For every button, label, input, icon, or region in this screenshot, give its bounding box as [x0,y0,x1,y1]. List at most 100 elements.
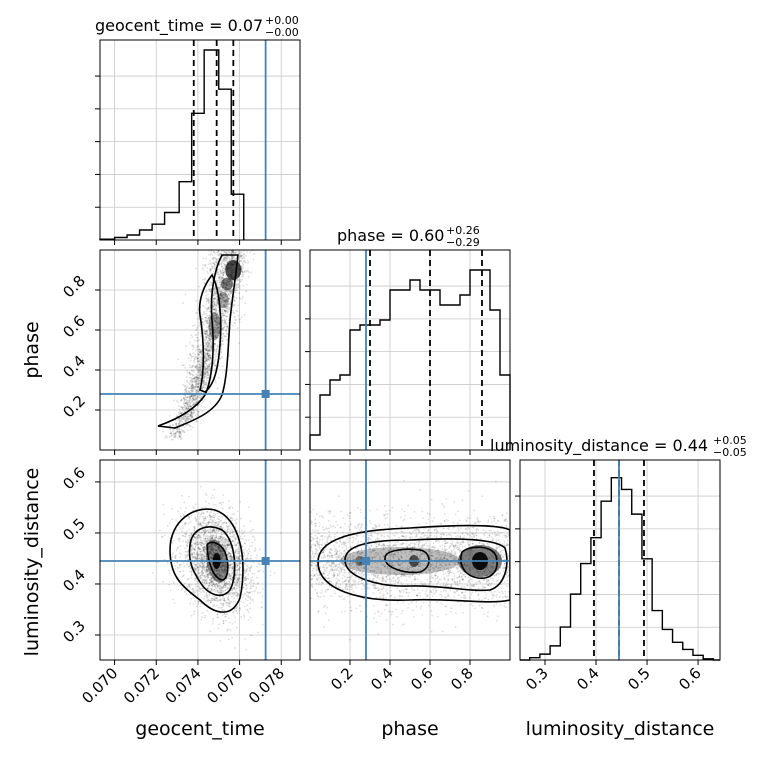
hist-phase-bin-3 [340,375,350,450]
hist-luminosity_distance-bin-9 [611,478,621,660]
scatter-geocent-phase-density-0 [225,260,242,280]
title-phase: phase = 0.60 +0.26 −0.29 [337,224,480,249]
title-lumdist-minus: −0.05 [713,446,747,459]
title-geocent_time-minus: −0.00 [265,26,299,39]
ylabel-phase: phase [21,321,43,378]
hist-luminosity_distance-bin-2 [540,654,550,660]
scatter-phase-lumdist-contour-0 [317,524,510,603]
hist-geocent_time-bin-2 [127,235,140,240]
hist-luminosity_distance-bin-5 [571,594,581,660]
title-lumdist-plus: +0.05 [713,434,747,447]
hist-geocent_time-bin-9 [219,89,232,240]
phase-yticklabel-0: 0.2 [59,392,89,422]
hist-luminosity_distance-bin-10 [622,489,632,660]
hist-phase-bin-14 [450,305,460,450]
title-luminosity_distance: luminosity_distance = 0.44 +0.05 −0.05 [490,434,747,459]
title-phase-plus: +0.26 [446,224,480,237]
phase-yticklabel-2: 0.6 [59,312,89,342]
hist-luminosity_distance-bin-3 [550,646,560,660]
scatter-geocent-phase-truth-marker [261,390,270,398]
hist-phase-bin-15 [460,295,470,450]
luminosity_distance-xticklabel-1: 0.4 [573,664,603,694]
hist-luminosity_distance-bin-6 [581,564,591,660]
scatter-geocent-phase-plot [100,250,300,450]
hist-luminosity_distance-bin-7 [591,538,601,660]
hist-phase-bin-12 [430,290,440,450]
luminosity_distance-yticklabel-3: 0.6 [59,464,89,494]
title-geocent_time-plus: +0.00 [265,14,299,27]
scatter-geocent-lumdist-contour-0 [169,508,244,613]
hist-phase-bin-2 [330,380,340,450]
hist-phase-bin-11 [420,290,430,450]
scatter-geocent-phase-frame [99,249,301,451]
scatter-geocent-lumdist-truth-marker [261,557,270,566]
hist-luminosity_distance-frame [519,459,721,661]
hist-geocent_time-bin-6 [179,182,192,240]
geocent_time-xticklabel-2: 0.074 [162,664,205,707]
scatter-geocent-phase-density-2 [208,312,221,340]
scatter-phase-lumdist-frame [309,459,511,661]
hist-luminosity_distance-bin-14 [662,629,672,660]
scatter-phase-lumdist-plot [310,460,510,660]
luminosity_distance-xticklabel-2: 0.5 [624,664,654,694]
hist-geocent_time-bin-5 [165,213,180,241]
hist-phase-bin-6 [370,325,380,450]
hist-phase-frame [309,249,511,451]
geocent_time-xticklabel-1: 0.072 [120,664,163,707]
scatter-geocent-lumdist-contour-2 [206,541,229,581]
scatter-geocent-phase-density-1 [221,278,234,290]
scatter-geocent-lumdist-contour-1 [188,526,236,597]
hist-phase-bin-9 [400,290,410,450]
scatter-phase-lumdist-contour-3 [460,546,498,580]
scatter-phase-lumdist-truth-marker [362,557,370,566]
scatter-geocent-lumdist-frame [99,459,301,661]
hist-phase-bin-10 [410,280,420,450]
hist-phase-bin-5 [360,325,370,450]
scatter-phase-lumdist-points [310,479,510,641]
hist-phase-bin-16 [470,270,480,450]
hist-geocent_time-frame [99,39,301,241]
ylabel-luminosity_distance: luminosity_distance [21,468,43,657]
phase-xticklabel-1: 0.4 [367,664,397,694]
hist-geocent_time-outline [99,49,245,240]
scatter-geocent-phase-contour-1 [198,273,222,393]
hist-phase-bin-1 [320,395,330,450]
hist-luminosity_distance-bin-11 [632,514,642,660]
hist-phase-bin-18 [490,310,500,450]
hist-luminosity_distance-bin-8 [601,501,611,660]
title-geocent_time: geocent_time = 0.07 +0.00 −0.00 [95,14,299,39]
hist-luminosity_distance-bin-16 [683,649,693,660]
xlabel-luminosity_distance: luminosity_distance [526,718,715,740]
phase-xticklabel-3: 0.8 [447,664,477,694]
luminosity_distance-xticklabel-0: 0.3 [522,664,552,694]
hist-geocent_time-bin-3 [140,230,153,240]
hist-phase-outline [309,269,511,450]
hist-luminosity_distance-bin-17 [693,655,703,660]
phase-xticklabel-0: 0.2 [327,664,357,694]
hist-luminosity_distance-bin-13 [652,611,662,660]
geocent_time-xticklabel-0: 0.070 [78,664,121,707]
luminosity_distance-yticklabel-0: 0.3 [59,617,89,647]
geocent_time-xticklabel-3: 0.076 [203,664,246,707]
hist-phase-bin-7 [380,320,390,450]
hist-luminosity_distance-bin-15 [673,642,683,660]
hist-phase-bin-4 [350,330,360,450]
geocent_time-xticklabel-4: 0.078 [245,664,288,707]
phase-yticklabel-1: 0.4 [59,352,89,382]
hist-phase-bin-13 [440,305,450,450]
luminosity_distance-xticklabel-3: 0.6 [675,664,705,694]
luminosity_distance-yticklabel-2: 0.5 [59,515,89,545]
scatter-phase-lumdist-contour-1 [344,538,508,592]
scatter-geocent-lumdist-plot [100,460,300,660]
hist-geocent_time-bin-4 [152,224,165,240]
scatter-geocent-phase-contour-0 [157,254,239,429]
hist-phase-bin-0 [310,435,320,450]
phase-yticklabel-3: 0.8 [59,272,89,302]
xlabel-phase: phase [381,718,438,740]
title-phase-minus: −0.29 [446,236,480,249]
xlabel-geocent_time: geocent_time [135,718,264,740]
hist-luminosity_distance-bin-4 [560,627,570,660]
luminosity_distance-yticklabel-1: 0.4 [59,566,89,596]
hist-phase-bin-8 [390,290,400,450]
